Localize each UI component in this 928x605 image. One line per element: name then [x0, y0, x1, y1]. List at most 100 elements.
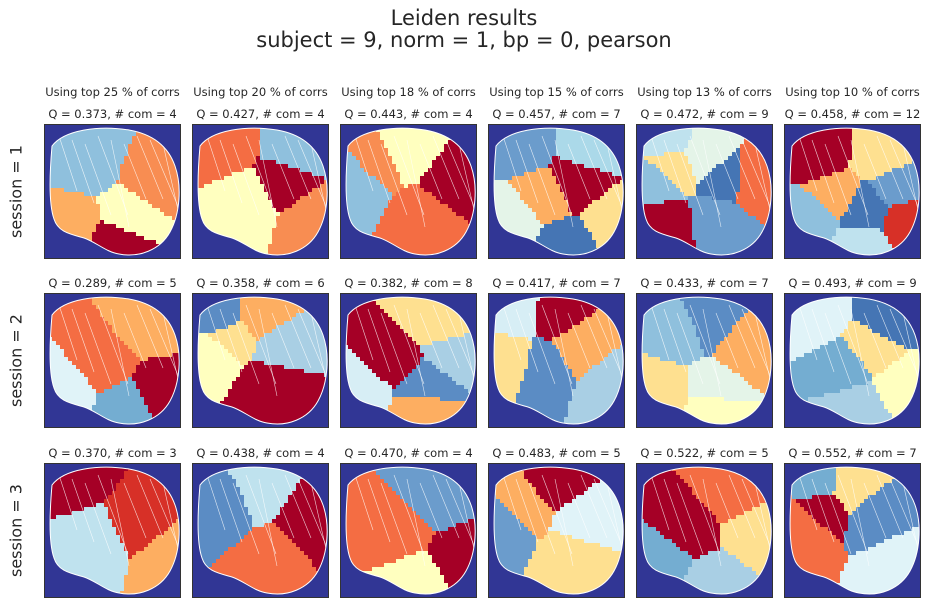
region-cell — [508, 176, 512, 180]
region-cell — [468, 188, 472, 192]
region-cell — [284, 156, 288, 160]
region-cell — [216, 196, 220, 200]
region-cell — [596, 180, 600, 184]
region-cell — [168, 176, 172, 180]
region-cell — [424, 144, 428, 148]
region-cell — [276, 252, 280, 256]
region-cell — [596, 204, 600, 208]
region-cell — [50, 192, 52, 196]
region-cell — [560, 196, 564, 200]
region-cell — [296, 200, 300, 204]
region-cell — [704, 136, 708, 140]
region-cell — [80, 192, 84, 196]
region-cell — [564, 240, 568, 244]
region-cell — [404, 176, 408, 180]
region-cell — [396, 240, 400, 244]
region-cell — [552, 148, 556, 152]
region-cell — [316, 220, 320, 224]
region-cell — [504, 172, 508, 176]
region-cell — [500, 188, 504, 192]
region-cell — [540, 192, 544, 196]
parcel-boundary — [567, 143, 591, 200]
region-cell — [76, 232, 80, 236]
region-cell — [416, 132, 420, 136]
region-cell — [88, 184, 92, 188]
region-cell — [88, 212, 92, 216]
region-cell — [520, 216, 524, 220]
region-cell — [524, 216, 528, 220]
region-cell — [584, 212, 588, 216]
region-cell — [700, 136, 704, 140]
region-cell — [288, 172, 292, 176]
region-cell — [536, 128, 540, 132]
region-cell — [244, 132, 248, 136]
region-cell — [284, 220, 288, 224]
region-cell — [112, 212, 116, 216]
region-cell — [556, 148, 560, 152]
region-cell — [472, 196, 476, 200]
region-cell — [88, 176, 92, 180]
region-cell — [104, 224, 108, 228]
region-cell — [240, 240, 244, 244]
region-cell — [568, 216, 572, 220]
region-cell — [76, 216, 80, 220]
region-cell — [316, 224, 320, 228]
region-cell — [504, 140, 508, 144]
region-cell — [380, 220, 384, 224]
region-cell — [416, 164, 420, 168]
region-cell — [112, 136, 116, 140]
region-cell — [244, 144, 248, 148]
region-cell — [516, 200, 520, 204]
region-cell — [108, 132, 112, 136]
region-cell — [692, 140, 696, 144]
region-cell — [540, 152, 544, 156]
region-cell — [112, 140, 116, 144]
region-cell — [140, 152, 144, 156]
region-cell — [120, 216, 124, 220]
region-cell — [448, 192, 452, 196]
row-label: session = 2 — [7, 300, 26, 420]
region-cell — [92, 212, 96, 216]
region-cell — [292, 140, 296, 144]
region-cell — [420, 204, 424, 208]
region-cell — [284, 184, 288, 188]
region-cell — [308, 164, 312, 168]
region-cell — [288, 152, 292, 156]
region-cell — [68, 188, 72, 192]
region-cell — [108, 160, 112, 164]
region-cell — [96, 224, 100, 228]
region-cell — [400, 240, 404, 244]
region-cell — [300, 228, 304, 232]
region-cell — [404, 232, 408, 236]
region-cell — [108, 240, 112, 244]
region-cell — [156, 152, 160, 156]
region-cell — [588, 248, 592, 252]
region-cell — [408, 164, 412, 168]
region-cell — [404, 200, 408, 204]
region-cell — [88, 140, 92, 144]
region-cell — [380, 208, 384, 212]
region-cell — [128, 132, 132, 136]
region-cell — [316, 180, 320, 184]
region-cell — [392, 224, 396, 228]
region-cell — [444, 160, 448, 164]
region-cell — [132, 144, 136, 148]
column-header: Using top 18 % of corrs — [334, 85, 484, 99]
region-cell — [68, 180, 72, 184]
region-cell — [72, 148, 76, 152]
region-cell — [84, 180, 88, 184]
region-cell — [240, 232, 244, 236]
region-cell — [112, 192, 116, 196]
region-cell — [660, 140, 664, 144]
region-cell — [240, 128, 244, 132]
region-cell — [584, 160, 588, 164]
parcel-boundary — [58, 135, 78, 192]
region-cell — [556, 180, 560, 184]
region-cell — [296, 140, 300, 144]
region-cell — [580, 140, 584, 144]
region-cell — [664, 132, 668, 136]
region-cell — [80, 156, 84, 160]
region-cell — [532, 180, 536, 184]
region-cell — [56, 172, 60, 176]
region-cell — [540, 188, 544, 192]
